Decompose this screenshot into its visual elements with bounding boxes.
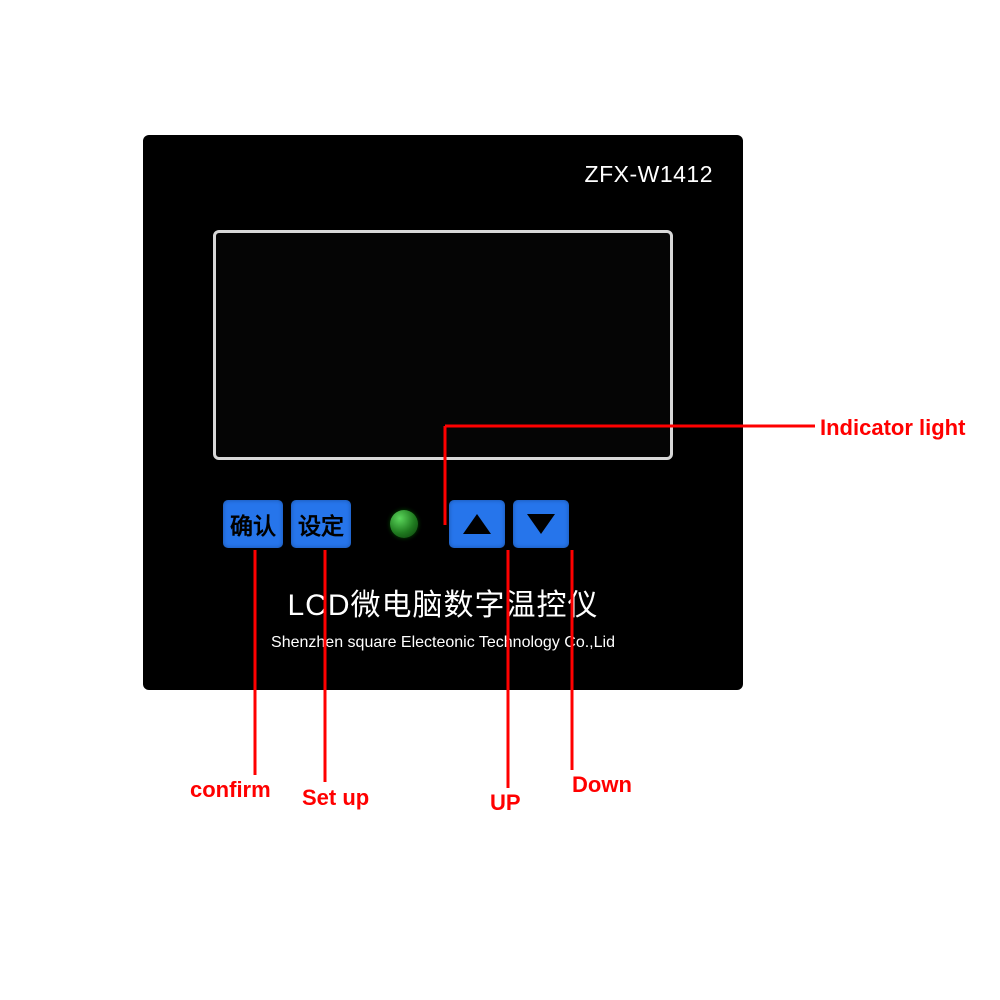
triangle-down-icon: [527, 514, 555, 534]
indicator-light-icon: [390, 510, 418, 538]
indicator-wrapper: [359, 510, 449, 538]
down-button[interactable]: [513, 500, 569, 548]
setup-button[interactable]: 设定: [291, 500, 351, 548]
device-panel: ZFX-W1412 确认 设定 LCD微电脑数字温控仪 Shenzhen squ…: [143, 135, 743, 690]
button-row: 确认 设定: [223, 500, 577, 548]
callout-setup: Set up: [302, 785, 369, 811]
product-title-en: Shenzhen square Electeonic Technology Co…: [143, 634, 743, 652]
up-button[interactable]: [449, 500, 505, 548]
model-label: ZFX-W1412: [585, 161, 713, 188]
callout-indicator: Indicator light: [820, 415, 965, 441]
lcd-screen: [213, 230, 673, 460]
confirm-button[interactable]: 确认: [223, 500, 283, 548]
callout-down: Down: [572, 772, 632, 798]
callout-up: UP: [490, 790, 521, 816]
triangle-up-icon: [463, 514, 491, 534]
callout-confirm: confirm: [190, 777, 271, 803]
product-title-cn: LCD微电脑数字温控仪: [143, 580, 743, 624]
